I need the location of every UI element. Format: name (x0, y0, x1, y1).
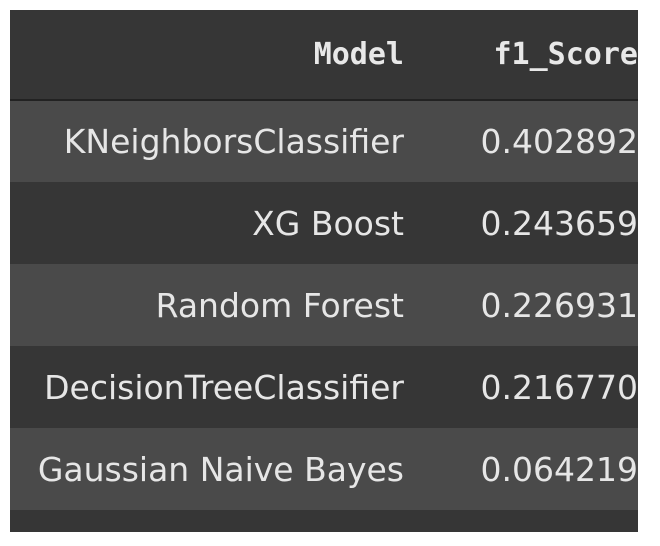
dataframe-output: Model f1_Score KNeighborsClassifier 0.40… (10, 10, 638, 532)
table-header: Model f1_Score (10, 10, 638, 101)
f1-score-cell: 0.243659 (404, 182, 638, 264)
results-table: Model f1_Score KNeighborsClassifier 0.40… (10, 10, 638, 510)
column-header-model: Model (10, 10, 404, 101)
f1-score-cell: 0.402892 (404, 100, 638, 182)
model-cell: Gaussian Naive Bayes (10, 428, 404, 510)
column-header-f1-score: f1_Score (404, 10, 638, 101)
model-cell: XG Boost (10, 182, 404, 264)
table-row: XG Boost 0.243659 (10, 182, 638, 264)
table-row: KNeighborsClassifier 0.402892 (10, 100, 638, 182)
header-row: Model f1_Score (10, 10, 638, 101)
table-row: DecisionTreeClassifier 0.216770 (10, 346, 638, 428)
f1-score-cell: 0.226931 (404, 264, 638, 346)
model-cell: KNeighborsClassifier (10, 100, 404, 182)
f1-score-cell: 0.216770 (404, 346, 638, 428)
table-body: KNeighborsClassifier 0.402892 XG Boost 0… (10, 100, 638, 510)
model-cell: DecisionTreeClassifier (10, 346, 404, 428)
table-row: Random Forest 0.226931 (10, 264, 638, 346)
table-row: Gaussian Naive Bayes 0.064219 (10, 428, 638, 510)
model-cell: Random Forest (10, 264, 404, 346)
f1-score-cell: 0.064219 (404, 428, 638, 510)
